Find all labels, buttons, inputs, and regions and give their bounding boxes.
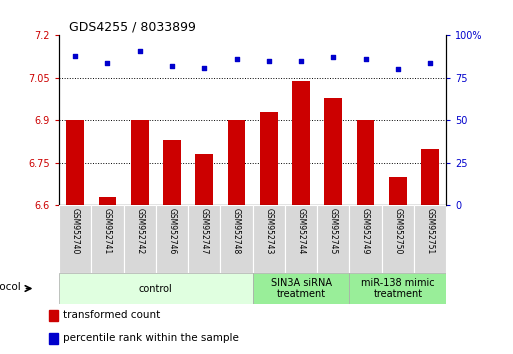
Bar: [252, 205, 285, 273]
Point: [168, 63, 176, 69]
Text: GSM952747: GSM952747: [200, 208, 209, 255]
Point: [232, 56, 241, 62]
Bar: [59, 205, 91, 273]
Text: GSM952748: GSM952748: [232, 208, 241, 254]
Text: GSM952749: GSM952749: [361, 208, 370, 255]
Text: GSM952746: GSM952746: [167, 208, 176, 255]
Point: [135, 48, 144, 53]
Bar: [349, 205, 382, 273]
Bar: [131, 120, 149, 205]
Point: [362, 56, 370, 62]
Bar: [324, 98, 342, 205]
Bar: [59, 273, 252, 304]
Bar: [252, 273, 349, 304]
Bar: [317, 205, 349, 273]
Text: GDS4255 / 8033899: GDS4255 / 8033899: [69, 21, 196, 34]
Bar: [91, 205, 124, 273]
Bar: [49, 310, 58, 321]
Bar: [357, 120, 374, 205]
Bar: [382, 205, 414, 273]
Bar: [285, 205, 317, 273]
Bar: [414, 205, 446, 273]
Bar: [98, 197, 116, 205]
Text: percentile rank within the sample: percentile rank within the sample: [63, 333, 239, 343]
Point: [103, 60, 111, 65]
Text: GSM952741: GSM952741: [103, 208, 112, 254]
Text: GSM952745: GSM952745: [329, 208, 338, 255]
Text: GSM952742: GSM952742: [135, 208, 144, 254]
Text: transformed count: transformed count: [63, 310, 161, 320]
Point: [394, 67, 402, 72]
Text: GSM952750: GSM952750: [393, 208, 402, 255]
Bar: [389, 177, 407, 205]
Text: GSM952744: GSM952744: [297, 208, 306, 255]
Bar: [292, 81, 310, 205]
Point: [265, 58, 273, 64]
Bar: [163, 140, 181, 205]
Point: [297, 58, 305, 64]
Text: SIN3A siRNA
treatment: SIN3A siRNA treatment: [270, 278, 331, 299]
Text: GSM952740: GSM952740: [71, 208, 80, 255]
Text: GSM952743: GSM952743: [264, 208, 273, 255]
Text: miR-138 mimic
treatment: miR-138 mimic treatment: [361, 278, 435, 299]
Bar: [421, 149, 439, 205]
Point: [426, 60, 435, 65]
Bar: [188, 205, 221, 273]
Bar: [49, 333, 58, 343]
Text: control: control: [139, 284, 173, 293]
Bar: [221, 205, 252, 273]
Bar: [156, 205, 188, 273]
Bar: [260, 112, 278, 205]
Point: [329, 55, 338, 60]
Text: protocol: protocol: [0, 282, 21, 292]
Point: [71, 53, 79, 59]
Bar: [195, 154, 213, 205]
Bar: [228, 120, 245, 205]
Text: GSM952751: GSM952751: [426, 208, 435, 254]
Bar: [124, 205, 156, 273]
Point: [200, 65, 208, 70]
Bar: [66, 120, 84, 205]
Bar: [349, 273, 446, 304]
